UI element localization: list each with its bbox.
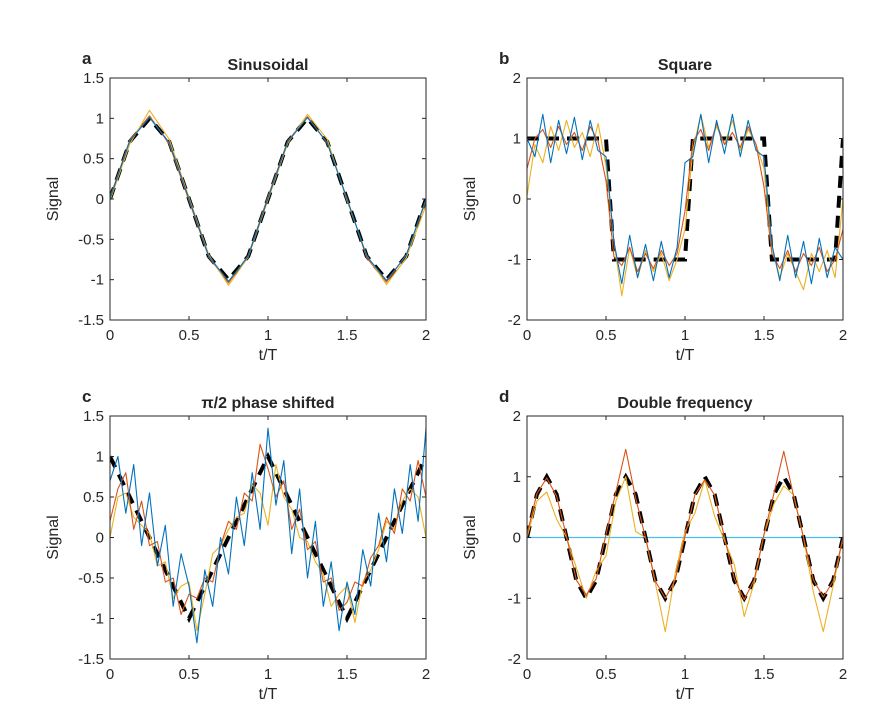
- x-tick-label: 0: [523, 327, 531, 344]
- x-tick-label: 0: [106, 327, 114, 344]
- panel-a: 0 0.5 1 1.5 2 -1.5 -1 -0.5 0 0.5 1 1.5 t/T Signal Sinu…: [45, 49, 430, 364]
- series-group: [527, 448, 843, 633]
- series-line-blue: [110, 116, 426, 282]
- y-axis-label: Signal: [45, 515, 62, 559]
- plot-area: [527, 78, 843, 320]
- x-axis-label: t/T: [259, 686, 278, 703]
- x-tick-label: 2: [422, 327, 430, 344]
- x-tick-label: 1: [264, 666, 272, 683]
- x-tick-label: 1.5: [754, 666, 775, 683]
- panel-letter: d: [499, 387, 509, 406]
- panel-letter: a: [82, 49, 92, 68]
- y-axis-label: Signal: [462, 515, 479, 559]
- series-line-yellow: [527, 476, 843, 633]
- x-tick-label: 1: [264, 327, 272, 344]
- y-tick-label: 2: [513, 408, 521, 425]
- panel-title: π/2 phase shifted: [201, 395, 334, 412]
- y-tick-label: 1: [96, 110, 104, 127]
- x-tick-label: 1: [681, 666, 689, 683]
- y-tick-label: 1: [96, 449, 104, 466]
- panel-title: Double frequency: [617, 395, 752, 412]
- series-line-blue: [110, 427, 426, 644]
- x-tick-label: 2: [839, 666, 847, 683]
- y-tick-label: 1.5: [83, 408, 104, 425]
- x-axis-label: t/T: [676, 686, 695, 703]
- y-tick-label: -1.5: [78, 312, 104, 329]
- y-tick-label: -2: [508, 312, 521, 329]
- y-tick-label: 0: [96, 530, 104, 547]
- x-axis-label: t/T: [676, 347, 695, 364]
- panel-letter: b: [499, 49, 509, 68]
- series-line-orange: [110, 443, 426, 616]
- y-tick-label: -1: [91, 611, 104, 628]
- y-tick-label: -0.5: [78, 231, 104, 248]
- series-line-reference: [527, 472, 843, 603]
- x-tick-label: 2: [839, 327, 847, 344]
- x-tick-label: 1: [681, 327, 689, 344]
- y-axis-label: Signal: [462, 177, 479, 221]
- y-tick-label: -1: [91, 272, 104, 289]
- y-tick-label: 1: [513, 131, 521, 148]
- y-tick-label: -0.5: [78, 570, 104, 587]
- x-tick-label: 1.5: [337, 666, 358, 683]
- x-tick-label: 0.5: [179, 666, 200, 683]
- series-line-blue: [527, 113, 843, 285]
- x-tick-label: 0: [106, 666, 114, 683]
- panel-title: Sinusoidal: [228, 57, 309, 74]
- x-tick-label: 1.5: [754, 327, 775, 344]
- x-tick-label: 0.5: [179, 327, 200, 344]
- panel-title: Square: [658, 57, 712, 74]
- y-tick-label: -1: [508, 252, 521, 269]
- y-tick-label: 1.5: [83, 70, 104, 87]
- y-axis-label: Signal: [45, 177, 62, 221]
- y-tick-label: 0.5: [83, 489, 104, 506]
- y-tick-label: -2: [508, 651, 521, 668]
- y-tick-label: -1.5: [78, 651, 104, 668]
- x-tick-label: 2: [422, 666, 430, 683]
- x-tick-label: 0.5: [596, 327, 617, 344]
- x-tick-label: 1.5: [337, 327, 358, 344]
- y-tick-label: 1: [513, 469, 521, 486]
- y-tick-label: -1: [508, 590, 521, 607]
- series-line-orange: [527, 448, 843, 601]
- panel-letter: c: [82, 387, 91, 406]
- y-tick-label: 0: [96, 191, 104, 208]
- x-tick-label: 0.5: [596, 666, 617, 683]
- x-tick-label: 0: [523, 666, 531, 683]
- series-line-yellow: [527, 113, 843, 297]
- x-axis-label: t/T: [259, 347, 278, 364]
- series-group: [527, 113, 843, 297]
- panel-b: 0 0.5 1 1.5 2 -2 -1 0 1 2 t/T Signal Square b: [462, 49, 847, 364]
- y-tick-label: 0: [513, 530, 521, 547]
- series-group: [110, 427, 426, 644]
- y-tick-label: 0: [513, 191, 521, 208]
- panel-c: 0 0.5 1 1.5 2 -1.5 -1 -0.5 0 0.5 1 1.5 t/T Signal π/2 …: [45, 387, 430, 703]
- y-tick-label: 0.5: [83, 151, 104, 168]
- series-group: [110, 109, 426, 286]
- y-tick-label: 2: [513, 70, 521, 87]
- panel-d: 0 0.5 1 1.5 2 -2 -1 0 1 2 t/T Signal Double frequenc…: [462, 387, 847, 703]
